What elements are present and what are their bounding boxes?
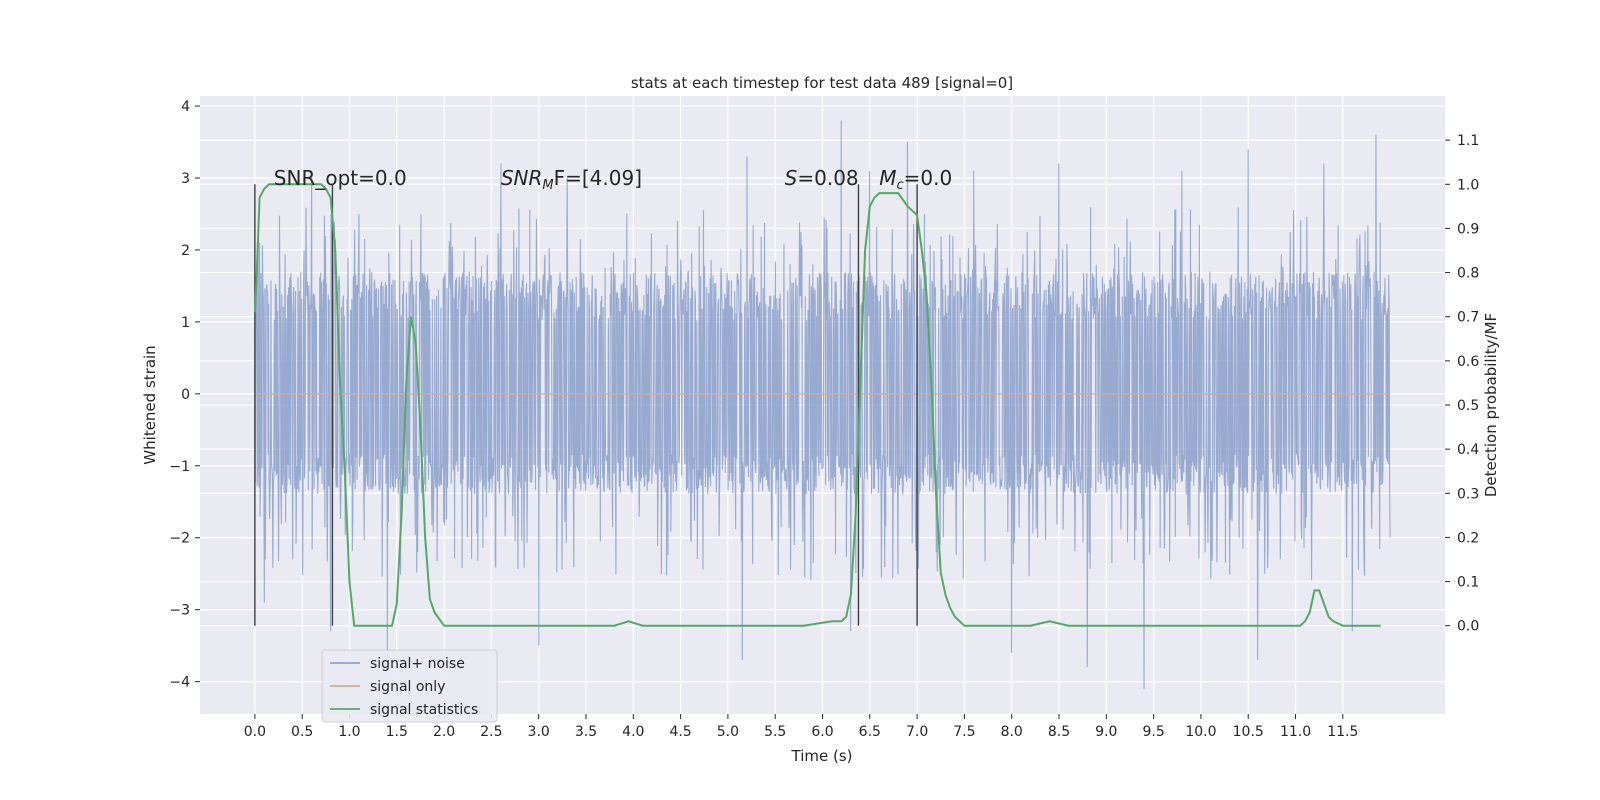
annotation-2: S=0.08: [785, 166, 859, 190]
y-tick-label-3: −1: [169, 459, 190, 475]
x-tick-label-10: 5.0: [717, 724, 739, 740]
annotation-0: SNR_opt=0.0: [274, 166, 407, 190]
y2-axis-ticks: 0.0 0.1 0.2 0.3 0.4 0.5 0.6 0.7 0.8 0.9 1.0 1.1: [1445, 133, 1479, 635]
x-tick-label-23: 11.5: [1327, 724, 1358, 740]
y2-tick-label-10: 1.0: [1457, 177, 1479, 193]
x-tick-label-14: 7.0: [906, 724, 928, 740]
y2-tick-label-5: 0.5: [1457, 398, 1479, 414]
x-tick-label-17: 8.5: [1048, 724, 1070, 740]
x-tick-label-9: 4.5: [669, 724, 691, 740]
x-tick-label-11: 5.5: [764, 724, 786, 740]
x-tick-label-5: 2.5: [480, 724, 502, 740]
x-tick-label-8: 4.0: [622, 724, 644, 740]
y2-tick-label-8: 0.8: [1457, 266, 1479, 282]
y2-tick-label-2: 0.2: [1457, 530, 1479, 546]
y2-tick-label-9: 0.9: [1457, 221, 1479, 237]
y-tick-label-4: 0: [181, 387, 190, 403]
y-tick-label-5: 1: [181, 315, 190, 331]
signal-statistics-line: [253, 183, 1381, 627]
y2-tick-label-7: 0.7: [1457, 310, 1479, 326]
x-tick-label-18: 9.0: [1095, 724, 1117, 740]
legend: signal+ noise signal only signal statist…: [321, 649, 498, 723]
x-tick-label-0: 0.0: [244, 724, 266, 740]
y2-axis-label: Detection probability/MF: [1482, 313, 1500, 497]
y2-tick-label-4: 0.4: [1457, 442, 1479, 458]
x-tick-label-3: 1.5: [386, 724, 408, 740]
y2-tick-label-3: 0.3: [1457, 486, 1479, 502]
x-tick-label-7: 3.5: [575, 724, 597, 740]
y-axis-ticks: −4 −3 −2 −1 0 1 2 3 4: [169, 99, 200, 691]
y-tick-label-2: −2: [169, 531, 190, 547]
legend-label-signal-noise: signal+ noise: [370, 656, 465, 672]
y-tick-label-0: −4: [169, 675, 190, 691]
x-tick-label-1: 0.5: [291, 724, 313, 740]
y2-tick-label-0: 0.0: [1457, 619, 1479, 635]
legend-label-signal-statistics: signal statistics: [370, 702, 478, 718]
x-tick-label-22: 11.0: [1280, 724, 1311, 740]
series-signal-statistics: [253, 183, 1381, 627]
x-tick-label-6: 3.0: [528, 724, 550, 740]
y-tick-label-8: 4: [181, 99, 190, 115]
x-tick-label-15: 7.5: [953, 724, 975, 740]
y-tick-label-6: 2: [181, 243, 190, 259]
y2-tick-label-11: 1.1: [1457, 133, 1479, 149]
x-tick-label-2: 1.0: [338, 724, 360, 740]
legend-box: [321, 649, 498, 723]
series-signal-noise: [254, 120, 1391, 689]
x-tick-label-16: 8.0: [1001, 724, 1023, 740]
x-axis-ticks: 0.0 0.5 1.0 1.5 2.0 2.5 3.0 3.5 4.0 4.5 5.0 5.5 6.0 6…: [244, 714, 1358, 740]
legend-label-signal-only: signal only: [370, 679, 445, 695]
x-tick-label-13: 6.5: [859, 724, 881, 740]
x-tick-label-20: 10.0: [1185, 724, 1216, 740]
y-tick-label-1: −3: [169, 603, 190, 619]
y-axis-label: Whitened strain: [141, 345, 159, 464]
y2-tick-label-6: 0.6: [1457, 354, 1479, 370]
signal-noise-line: [254, 120, 1391, 689]
chart-title: stats at each timestep for test data 489…: [631, 74, 1013, 92]
annotation-1: SNRMF=[4.09]: [501, 166, 642, 193]
y-tick-label-7: 3: [181, 171, 190, 187]
x-tick-label-21: 10.5: [1233, 724, 1264, 740]
y2-tick-label-1: 0.1: [1457, 575, 1479, 591]
x-tick-label-4: 2.0: [433, 724, 455, 740]
event-vlines: [254, 184, 918, 626]
annotation-3: Mc=0.0: [879, 166, 952, 193]
x-axis-label: Time (s): [791, 747, 853, 765]
x-tick-label-19: 9.5: [1142, 724, 1164, 740]
annotations: SNR_opt=0.0 SNRMF=[4.09] S=0.08 Mc=0.0: [274, 166, 952, 193]
x-tick-label-12: 6.0: [811, 724, 833, 740]
